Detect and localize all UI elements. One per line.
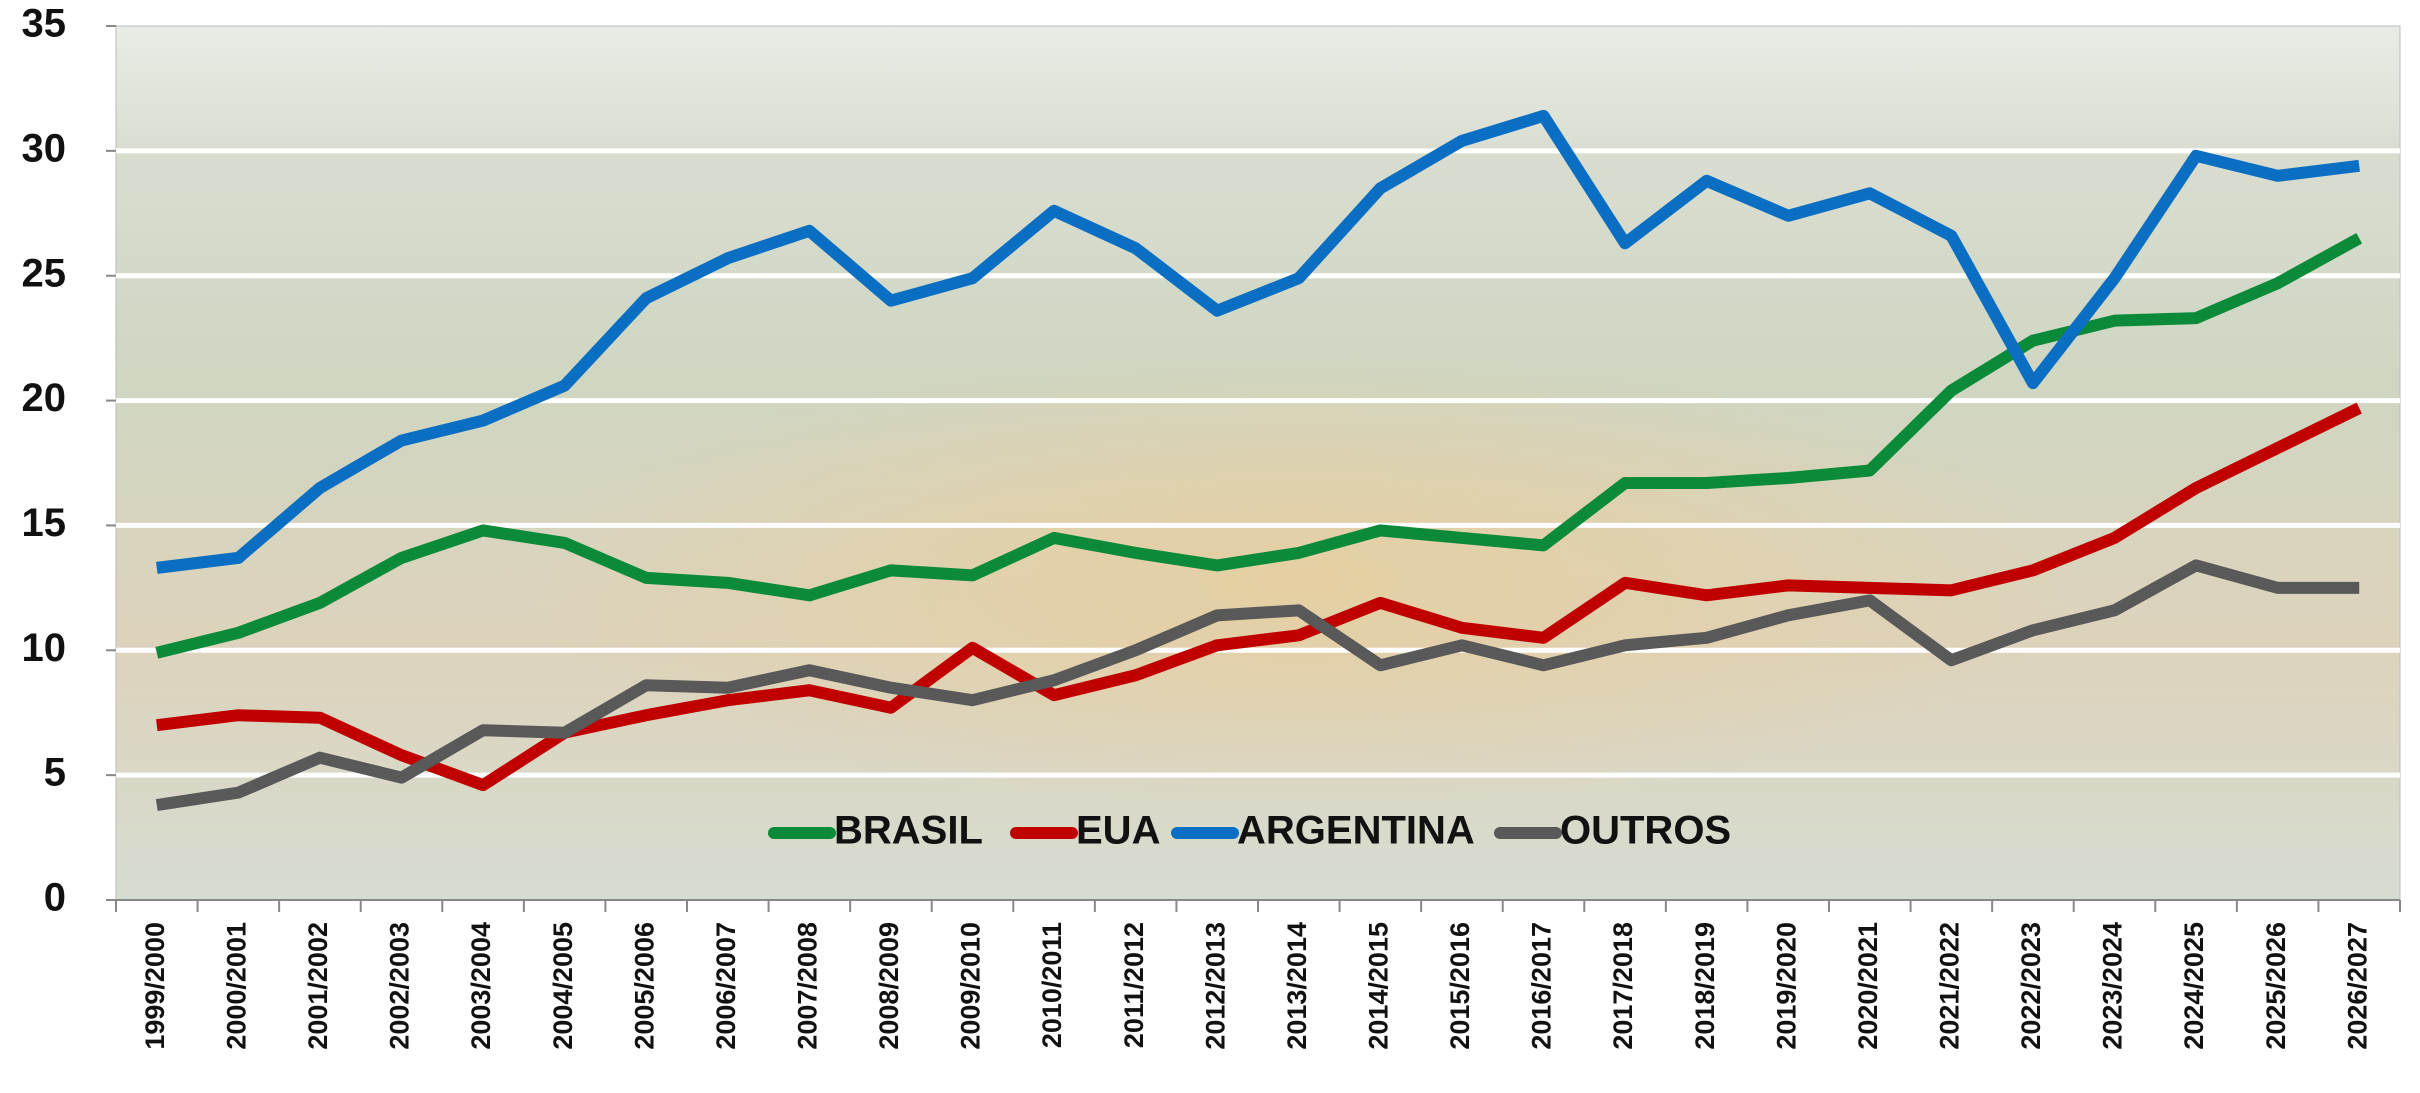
legend-label: ARGENTINA	[1237, 809, 1475, 853]
y-tick-label: 25	[22, 251, 67, 295]
x-tick-label: 2001/2002	[303, 922, 333, 1050]
y-tick-label: 10	[22, 626, 67, 670]
x-tick-label: 2007/2008	[792, 922, 822, 1050]
x-tick-label: 2019/2020	[1771, 922, 1801, 1050]
x-tick-label: 2014/2015	[1363, 922, 1393, 1050]
x-tick-label: 2010/2011	[1037, 922, 1067, 1048]
x-tick-label: 2015/2016	[1445, 922, 1475, 1050]
x-tick-label: 2024/2025	[2179, 922, 2209, 1050]
series-line	[155, 233, 2363, 659]
x-tick-label: 2005/2006	[629, 922, 659, 1050]
x-tick-label: 2006/2007	[711, 922, 741, 1050]
legend-label: OUTROS	[1560, 809, 1731, 853]
x-tick-label: 2018/2019	[1690, 922, 1720, 1050]
x-tick-label: 1999/2000	[140, 922, 170, 1050]
background-decoration	[520, 350, 2080, 810]
x-tick-label: 2008/2009	[874, 922, 904, 1050]
x-tick-label: 2000/2001	[221, 922, 251, 1050]
x-tick-label: 2022/2023	[2016, 922, 2046, 1050]
x-tick-label: 2016/2017	[1527, 922, 1557, 1050]
x-tick-label: 2023/2024	[2098, 922, 2128, 1050]
x-tick-label: 2012/2013	[1200, 922, 1230, 1050]
y-tick-label: 20	[22, 376, 67, 420]
x-tick-label: 2002/2003	[385, 922, 415, 1050]
x-tick-label: 2026/2027	[2342, 922, 2372, 1050]
series-line	[156, 402, 2362, 792]
x-tick-label: 2004/2005	[548, 922, 578, 1050]
y-tick-label: 35	[22, 2, 67, 46]
x-tick-label: 2025/2026	[2261, 922, 2291, 1050]
x-tick-label: 2013/2014	[1282, 922, 1312, 1050]
x-tick-label: 2003/2004	[466, 922, 496, 1050]
legend-label: EUA	[1076, 809, 1160, 853]
x-tick-label: 2011/2012	[1119, 922, 1149, 1048]
y-tick-label: 30	[22, 126, 67, 170]
x-tick-label: 2020/2021	[1853, 922, 1883, 1050]
y-tick-label: 5	[44, 751, 66, 795]
y-tick-label: 15	[22, 501, 67, 545]
y-tick-label: 0	[44, 876, 66, 920]
legend-label: BRASIL	[834, 809, 983, 853]
x-tick-label: 2017/2018	[1608, 922, 1638, 1050]
series-line	[156, 109, 2360, 574]
x-tick-label: 2021/2022	[1934, 922, 1964, 1050]
x-tick-label: 2009/2010	[956, 922, 986, 1050]
series-line	[155, 559, 2360, 812]
